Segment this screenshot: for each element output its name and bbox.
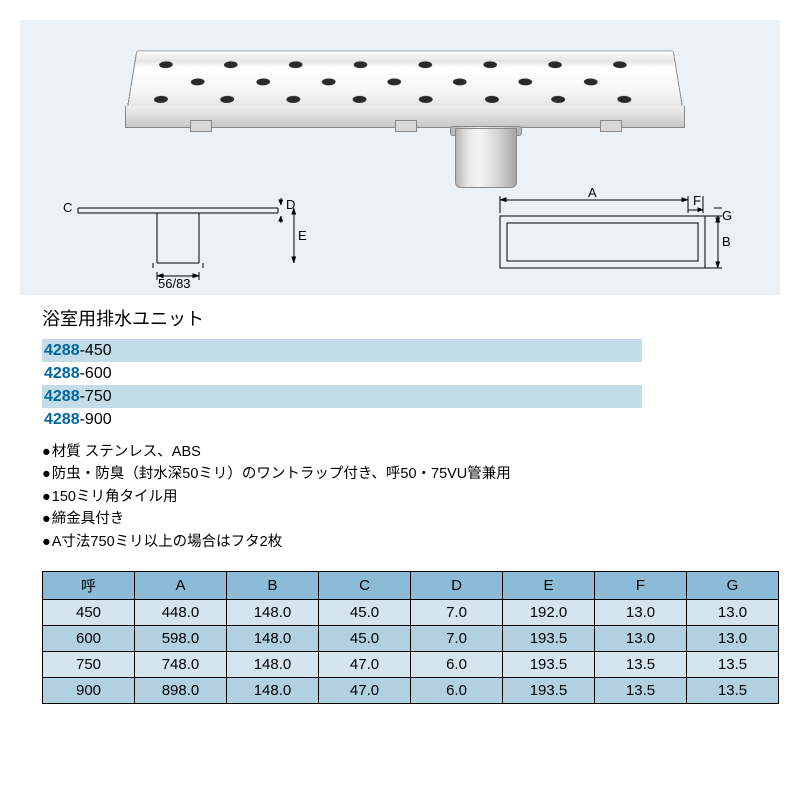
table-cell: 748.0 — [135, 652, 227, 678]
section-drawing: C D E 56/83 — [58, 188, 318, 288]
clip-mid — [395, 120, 417, 132]
plan-drawing: A F G B — [490, 188, 760, 288]
table-row: 450448.0148.045.07.0192.013.013.0 — [43, 600, 779, 626]
table-cell: 7.0 — [411, 626, 503, 652]
table-cell: 898.0 — [135, 678, 227, 704]
table-cell: 13.5 — [595, 678, 687, 704]
table-header: 呼 — [43, 572, 135, 600]
product-title: 浴室用排水ユニット — [42, 305, 780, 331]
table-cell: 13.0 — [595, 626, 687, 652]
drain-pipe — [455, 128, 517, 188]
table-cell: 6.0 — [411, 652, 503, 678]
table-cell: 13.5 — [595, 652, 687, 678]
bullet-item: 締金具付き — [42, 508, 780, 530]
bullet-item: 材質 ステンレス、ABS — [42, 441, 780, 463]
diagram-area: C D E 56/83 A F G — [20, 20, 780, 295]
table-cell: 13.5 — [687, 678, 779, 704]
clip-left — [190, 120, 212, 132]
table-cell: 148.0 — [227, 600, 319, 626]
bullet-item: A寸法750ミリ以上の場合はフタ2枚 — [42, 531, 780, 553]
table-cell: 148.0 — [227, 652, 319, 678]
table-cell: 193.5 — [503, 652, 595, 678]
label-dim: 56/83 — [158, 276, 191, 288]
table-cell: 148.0 — [227, 626, 319, 652]
label-c: C — [63, 200, 72, 215]
table-cell: 47.0 — [319, 678, 411, 704]
table-header: A — [135, 572, 227, 600]
bullet-item: 150ミリ角タイル用 — [42, 486, 780, 508]
row-header: 600 — [43, 626, 135, 652]
table-cell: 148.0 — [227, 678, 319, 704]
table-cell: 6.0 — [411, 678, 503, 704]
table-header: B — [227, 572, 319, 600]
row-header: 900 — [43, 678, 135, 704]
product-render — [125, 40, 685, 180]
table-cell: 448.0 — [135, 600, 227, 626]
row-header: 450 — [43, 600, 135, 626]
table-row: 600598.0148.045.07.0193.513.013.0 — [43, 626, 779, 652]
table-cell: 13.0 — [687, 600, 779, 626]
label-g: G — [722, 208, 732, 223]
table-cell: 45.0 — [319, 600, 411, 626]
spec-bullets: 材質 ステンレス、ABS防虫・防臭（封水深50ミリ）のワントラップ付き、呼50・… — [42, 441, 780, 553]
model-list: 4288-4504288-6004288-7504288-900 — [42, 339, 780, 431]
table-header: C — [319, 572, 411, 600]
table-cell: 598.0 — [135, 626, 227, 652]
model-row: 4288-900 — [42, 408, 780, 431]
table-cell: 13.0 — [595, 600, 687, 626]
model-row: 4288-750 — [42, 385, 642, 408]
label-e: E — [298, 228, 307, 243]
row-header: 750 — [43, 652, 135, 678]
table-cell: 7.0 — [411, 600, 503, 626]
bullet-item: 防虫・防臭（封水深50ミリ）のワントラップ付き、呼50・75VU管兼用 — [42, 463, 780, 485]
table-cell: 193.5 — [503, 678, 595, 704]
table-cell: 193.5 — [503, 626, 595, 652]
spec-table: 呼ABCDEFG 450448.0148.045.07.0192.013.013… — [42, 571, 779, 704]
clip-right — [600, 120, 622, 132]
table-header: G — [687, 572, 779, 600]
table-row: 750748.0148.047.06.0193.513.513.5 — [43, 652, 779, 678]
table-cell: 47.0 — [319, 652, 411, 678]
table-header: D — [411, 572, 503, 600]
table-cell: 45.0 — [319, 626, 411, 652]
label-b: B — [722, 234, 731, 249]
table-cell: 13.5 — [687, 652, 779, 678]
table-header: F — [595, 572, 687, 600]
table-header: E — [503, 572, 595, 600]
table-cell: 13.0 — [687, 626, 779, 652]
model-row: 4288-450 — [42, 339, 642, 362]
table-row: 900898.0148.047.06.0193.513.513.5 — [43, 678, 779, 704]
model-row: 4288-600 — [42, 362, 780, 385]
label-a: A — [588, 188, 597, 200]
label-f: F — [693, 193, 701, 208]
table-cell: 192.0 — [503, 600, 595, 626]
